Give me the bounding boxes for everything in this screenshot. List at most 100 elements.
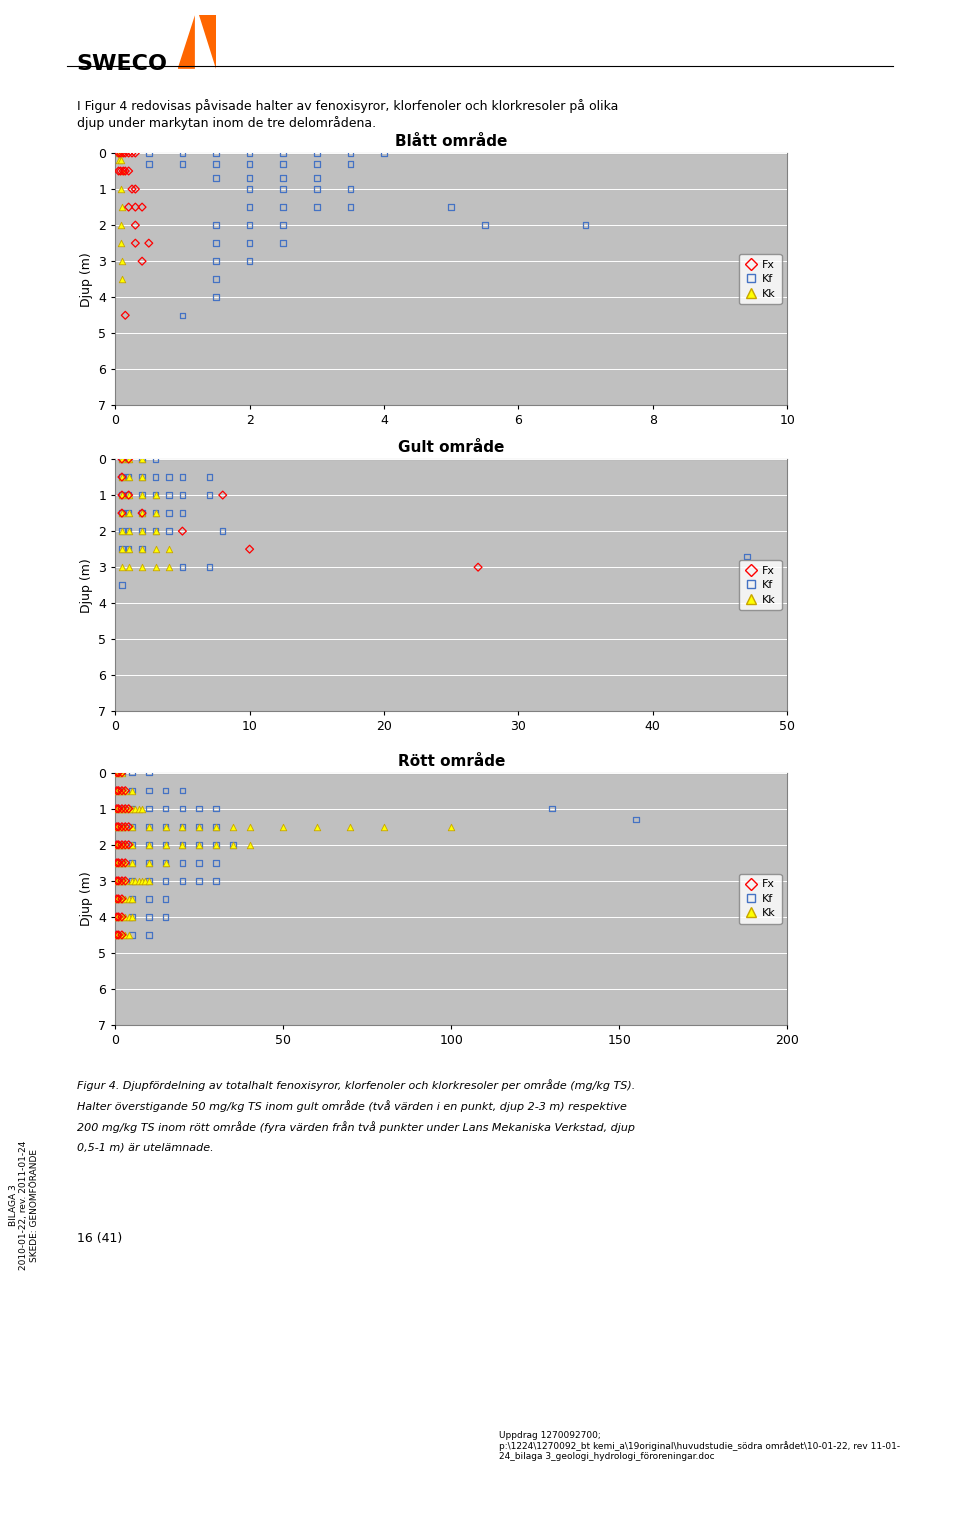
Point bbox=[161, 483, 177, 508]
Point bbox=[175, 500, 190, 525]
Point bbox=[110, 887, 126, 912]
Point bbox=[114, 814, 130, 838]
Point bbox=[242, 832, 257, 857]
Point bbox=[141, 779, 156, 803]
Point bbox=[128, 194, 143, 219]
Point bbox=[114, 887, 130, 912]
Point bbox=[114, 814, 130, 838]
Point bbox=[114, 500, 130, 525]
Text: Uppdrag 1270092700;
p:\1224\1270092_bt kemi_a\19original\huvudstudie_södra områd: Uppdrag 1270092700; p:\1224\1270092_bt k… bbox=[499, 1431, 900, 1461]
Point bbox=[131, 869, 146, 894]
Point bbox=[121, 447, 136, 471]
Point bbox=[141, 851, 156, 875]
Point bbox=[141, 141, 156, 165]
Point bbox=[141, 760, 156, 785]
Point bbox=[175, 141, 190, 165]
Point bbox=[242, 141, 257, 165]
Point bbox=[109, 760, 125, 785]
Point bbox=[117, 141, 132, 165]
Point bbox=[121, 447, 136, 471]
Point bbox=[110, 869, 126, 894]
Point bbox=[110, 797, 126, 822]
Text: Figur 4. Djupfördelning av totalhalt fenoxisyror, klorfenoler och klorkresoler p: Figur 4. Djupfördelning av totalhalt fen… bbox=[77, 1079, 636, 1091]
Point bbox=[121, 483, 136, 508]
Point bbox=[141, 869, 156, 894]
Point bbox=[444, 814, 459, 838]
Point bbox=[110, 851, 126, 875]
Point bbox=[109, 887, 125, 912]
Point bbox=[175, 814, 190, 838]
Point bbox=[175, 303, 190, 327]
Point bbox=[208, 266, 224, 291]
Point bbox=[161, 519, 177, 543]
Point bbox=[121, 483, 136, 508]
Point bbox=[157, 814, 173, 838]
Point bbox=[121, 797, 136, 822]
Point bbox=[110, 814, 126, 838]
Point bbox=[175, 555, 190, 580]
Point bbox=[225, 814, 240, 838]
Point bbox=[117, 814, 132, 838]
Point bbox=[121, 500, 136, 525]
Point bbox=[114, 447, 130, 471]
Point bbox=[113, 177, 129, 202]
Point bbox=[477, 213, 492, 237]
Point bbox=[157, 904, 173, 929]
Point bbox=[131, 797, 146, 822]
Point bbox=[114, 266, 130, 291]
Point bbox=[121, 159, 136, 184]
Y-axis label: Djup (m): Djup (m) bbox=[80, 558, 92, 612]
Point bbox=[121, 141, 136, 165]
Point bbox=[208, 832, 224, 857]
Point bbox=[148, 519, 163, 543]
Point bbox=[113, 141, 129, 165]
Point bbox=[109, 760, 125, 785]
Point bbox=[225, 832, 240, 857]
Point bbox=[109, 904, 125, 929]
Point bbox=[242, 151, 257, 176]
Point bbox=[191, 797, 207, 822]
Point bbox=[128, 213, 143, 237]
Point bbox=[125, 779, 140, 803]
Point bbox=[276, 165, 291, 190]
Point bbox=[109, 869, 125, 894]
Point bbox=[114, 500, 130, 525]
Point bbox=[175, 483, 190, 508]
Point bbox=[343, 177, 358, 202]
Point bbox=[113, 141, 129, 165]
Point bbox=[110, 779, 126, 803]
Point bbox=[138, 869, 154, 894]
Point bbox=[215, 483, 230, 508]
Point bbox=[114, 537, 130, 562]
Point bbox=[134, 483, 150, 508]
Point bbox=[191, 832, 207, 857]
Point bbox=[114, 869, 130, 894]
Point bbox=[134, 519, 150, 543]
Point bbox=[117, 869, 132, 894]
Y-axis label: Djup (m): Djup (m) bbox=[80, 252, 92, 306]
Point bbox=[161, 537, 177, 562]
Point bbox=[114, 779, 130, 803]
Point bbox=[114, 760, 130, 785]
Point bbox=[121, 537, 136, 562]
Point bbox=[114, 904, 130, 929]
Text: I Figur 4 redovisas påvisade halter av fenoxisyror, klorfenoler och klorkresoler: I Figur 4 redovisas påvisade halter av f… bbox=[77, 99, 618, 130]
Point bbox=[117, 797, 132, 822]
Point bbox=[148, 447, 163, 471]
Point bbox=[121, 447, 136, 471]
Point bbox=[115, 141, 131, 165]
Legend: Fx, Kf, Kk: Fx, Kf, Kk bbox=[739, 874, 781, 924]
Point bbox=[125, 814, 140, 838]
Point bbox=[134, 465, 150, 490]
Point bbox=[121, 500, 136, 525]
Point bbox=[114, 249, 130, 274]
Point bbox=[114, 832, 130, 857]
Point bbox=[114, 779, 130, 803]
Point bbox=[113, 159, 129, 184]
Point bbox=[114, 887, 130, 912]
Point bbox=[114, 447, 130, 471]
Point bbox=[276, 141, 291, 165]
Point bbox=[114, 537, 130, 562]
Point bbox=[276, 213, 291, 237]
Point bbox=[110, 797, 126, 822]
